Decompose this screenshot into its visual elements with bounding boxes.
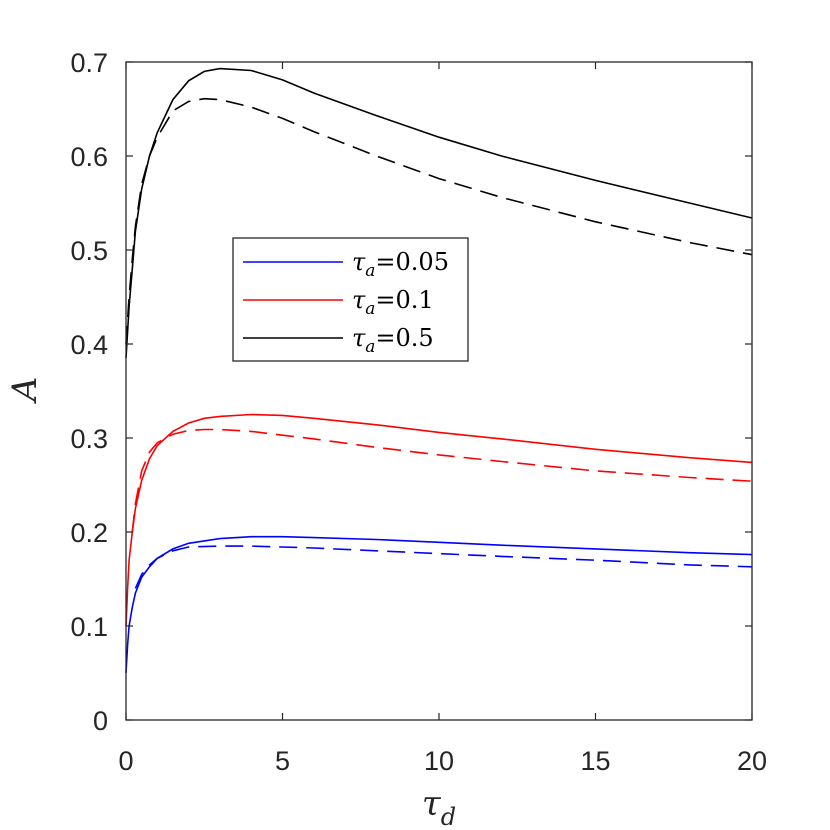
x-tick-label: 20 bbox=[737, 746, 767, 776]
y-tick-label: 0.7 bbox=[70, 48, 108, 78]
x-axis-label: τd bbox=[422, 784, 456, 830]
x-tick-label: 15 bbox=[580, 746, 610, 776]
x-tick-label: 10 bbox=[424, 746, 454, 776]
y-tick-label: 0 bbox=[93, 706, 108, 736]
legend-label-0: τa=0.05 bbox=[352, 248, 449, 281]
y-tick-label: 0.5 bbox=[70, 236, 108, 266]
y-axis-label: A bbox=[5, 377, 45, 405]
y-tick-label: 0.6 bbox=[70, 142, 108, 172]
axes-frame bbox=[125, 61, 753, 721]
x-tick-label: 0 bbox=[118, 746, 133, 776]
x-tick-label: 5 bbox=[275, 746, 290, 776]
series-line-5-dashed bbox=[125, 97, 753, 345]
series-line-0 bbox=[125, 535, 753, 674]
legend-label-2: τa=0.5 bbox=[352, 324, 434, 357]
legend: τa=0.05 τa=0.1 τa=0.5 bbox=[232, 237, 469, 362]
y-tick-label: 0.3 bbox=[70, 424, 108, 454]
plot-area bbox=[125, 67, 753, 674]
y-tick-label: 0.2 bbox=[70, 518, 108, 548]
legend-label-1: τa=0.1 bbox=[352, 286, 434, 319]
y-tick-label: 0.4 bbox=[70, 330, 108, 360]
series-line-1-dashed bbox=[134, 545, 753, 589]
series-line-2 bbox=[125, 413, 753, 627]
axis-ticks: 0 5 10 15 20 0 0.1 0.2 0.3 0.4 0.5 0.6 0.7 bbox=[70, 48, 767, 776]
y-tick-label: 0.1 bbox=[70, 612, 108, 642]
series-line-3-dashed bbox=[131, 428, 753, 533]
